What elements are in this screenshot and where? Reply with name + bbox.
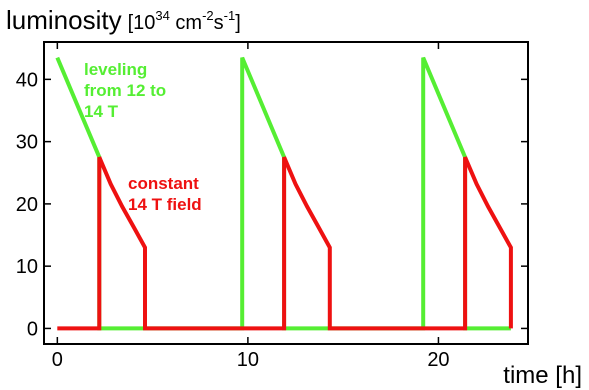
- x-axis-label: time [h]: [503, 362, 582, 389]
- y-tick-label: 40: [16, 69, 38, 91]
- annotation-2: constant 14 T field: [128, 174, 202, 214]
- x-tick-label: 10: [237, 349, 259, 371]
- x-tick-label: 0: [52, 349, 63, 371]
- series-group: [55, 56, 513, 331]
- y-axis-label: luminosity [1034 cm-2s-1]: [6, 5, 241, 35]
- x-tick-label: 20: [427, 349, 449, 371]
- plot-frame: [43, 41, 529, 345]
- y-tick-label: 30: [16, 132, 38, 154]
- y-tick-label: 0: [27, 318, 38, 340]
- y-tick-label: 10: [16, 256, 38, 278]
- ticks-group: 0 10 20 30 40 0 10 20: [16, 42, 528, 371]
- annotation-1: leveling from 12 to 14 T: [84, 60, 166, 121]
- y-tick-label: 20: [16, 194, 38, 216]
- annotations-group: leveling from 12 to 14 T constant 14 T field: [84, 60, 202, 214]
- series-line-2: [57, 156, 513, 331]
